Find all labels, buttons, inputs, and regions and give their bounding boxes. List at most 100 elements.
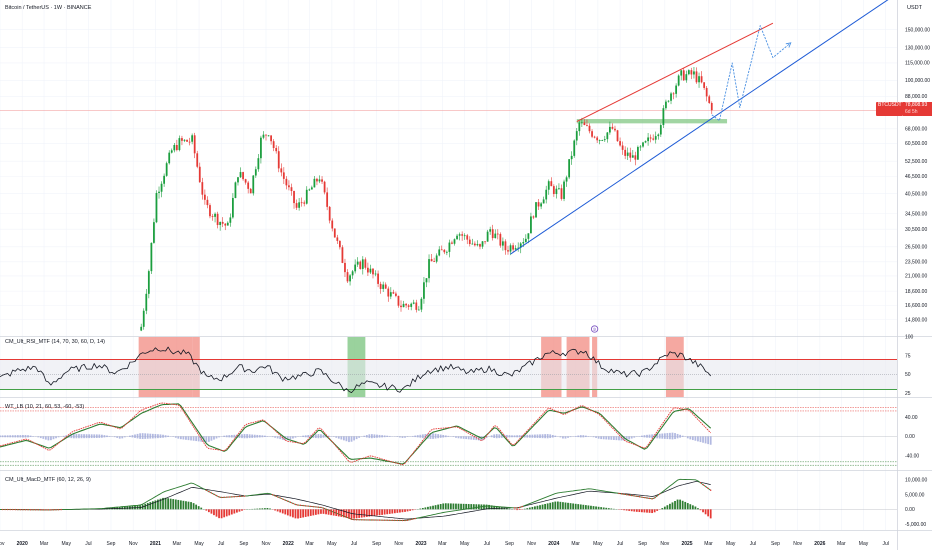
- macd-histogram-bar: [277, 509, 279, 511]
- wt-histogram-bar: [705, 436, 707, 443]
- candle: [204, 190, 206, 205]
- rsi-pane[interactable]: [0, 347, 897, 393]
- candle-body: [415, 303, 417, 310]
- candle-body: [372, 269, 374, 275]
- macd-histogram-bar: [445, 503, 447, 509]
- candle-body: [191, 135, 193, 141]
- wt-histogram-bar: [139, 433, 141, 439]
- macd-bearish-dot: [9, 509, 10, 510]
- candle-body: [352, 271, 354, 275]
- candle: [538, 199, 540, 210]
- macd-histogram-bar: [529, 508, 531, 510]
- candle-body: [209, 205, 211, 216]
- candle-body: [265, 135, 267, 136]
- y-axis-tick-label: 150,000.00: [905, 27, 930, 33]
- wt-histogram-bar: [353, 436, 355, 440]
- wt-histogram-bar: [646, 435, 648, 438]
- wt-histogram-bar: [264, 436, 266, 437]
- wavetrend-pane[interactable]: [0, 403, 897, 465]
- wt-histogram-bar: [585, 436, 587, 437]
- candle: [662, 105, 664, 128]
- macd-bearish-dot: [297, 504, 298, 505]
- wt-histogram-bar: [254, 435, 256, 438]
- macd-bearish-dot: [218, 496, 219, 497]
- macd-histogram-bar: [358, 509, 360, 518]
- candle-body: [657, 134, 659, 136]
- macd-histogram-bar: [506, 508, 508, 509]
- candle-body: [680, 70, 682, 75]
- candle: [280, 163, 282, 176]
- wt-histogram-bar: [0, 435, 1, 437]
- candle: [428, 254, 430, 282]
- symbol-title[interactable]: Bitcoin / TetherUS · 1W · BINANCE: [5, 5, 91, 11]
- x-axis-tick-label: Nov: [394, 541, 403, 547]
- candle: [566, 176, 568, 187]
- candle-body: [606, 132, 608, 139]
- macd-histogram-bar: [638, 509, 640, 512]
- y-axis-tick-label: 0.00: [905, 434, 915, 440]
- candle: [329, 206, 331, 223]
- candle-body: [395, 294, 397, 296]
- wt-histogram-bar: [91, 434, 93, 438]
- macd-histogram-bar: [656, 509, 658, 511]
- macd-bearish-dot: [234, 496, 235, 497]
- candle-body: [319, 179, 321, 181]
- macd-histogram-bar: [320, 509, 322, 513]
- candle: [568, 159, 570, 179]
- last-price-value-tag[interactable]: 78,808.93 6d 5h: [903, 102, 932, 116]
- wt-title[interactable]: WT_LB (10, 21, 60, 53, -60, -53): [5, 404, 84, 410]
- macd-bearish-dot: [381, 519, 382, 520]
- macd-bearish-dot: [351, 519, 352, 520]
- macd-histogram-bar: [554, 502, 556, 510]
- candle: [364, 257, 366, 269]
- macd-bearish-dot: [323, 507, 324, 508]
- x-axis-tick-label: Mar: [571, 541, 580, 547]
- candle-body: [181, 138, 183, 141]
- wt-histogram-bar: [470, 436, 472, 439]
- macd-bearish-dot: [4, 509, 5, 510]
- candle-body: [711, 103, 713, 110]
- candle-body: [316, 179, 318, 182]
- candle-body: [212, 216, 214, 217]
- candle: [573, 139, 575, 158]
- wt-histogram-bar: [185, 436, 187, 439]
- candle-body: [385, 285, 387, 289]
- macd-bearish-dot: [274, 495, 275, 496]
- wt-histogram-bar: [445, 435, 447, 437]
- macd-histogram-bar: [269, 508, 271, 509]
- wt-histogram-bar: [679, 435, 681, 438]
- macd-title[interactable]: CM_Ult_MacD_MTF (60, 12, 26, 9): [5, 477, 91, 483]
- macd-histogram-bar: [330, 509, 332, 515]
- macd-histogram-bar: [519, 509, 521, 510]
- price-pane[interactable]: [0, 0, 897, 331]
- wt-histogram-bar: [162, 435, 164, 438]
- wt-histogram-bar: [598, 436, 600, 438]
- x-axis-tick-label: May: [726, 541, 736, 547]
- wt-histogram-bar: [119, 436, 121, 438]
- candle-body: [482, 241, 484, 246]
- candle-body: [301, 202, 303, 203]
- candle-body: [357, 262, 359, 265]
- wt-histogram-bar: [496, 434, 498, 438]
- macd-histogram-bar: [183, 501, 185, 510]
- macd-histogram-bar: [664, 507, 666, 510]
- macd-bearish-dot: [341, 515, 342, 516]
- macd-bearish-dot: [376, 519, 377, 520]
- x-axis-tick-label: May: [460, 541, 470, 547]
- macd-histogram-bar: [279, 509, 281, 512]
- macd-pane[interactable]: [0, 479, 897, 521]
- candle: [489, 227, 491, 235]
- candle: [645, 140, 647, 143]
- macd-histogram-bar: [669, 504, 671, 510]
- last-price-tag[interactable]: BTCUSDT: [876, 102, 903, 116]
- wt-histogram-bar: [106, 436, 108, 438]
- wt-histogram-bar: [17, 435, 19, 437]
- wt-histogram-bar: [695, 436, 697, 440]
- candle: [711, 101, 713, 114]
- event-marker[interactable]: ₿: [591, 326, 597, 332]
- rsi-title[interactable]: CM_Ult_RSI_MTF (14, 70, 30, 60, D, 14): [5, 339, 105, 345]
- candle-body: [145, 294, 147, 311]
- candle-body: [454, 239, 456, 244]
